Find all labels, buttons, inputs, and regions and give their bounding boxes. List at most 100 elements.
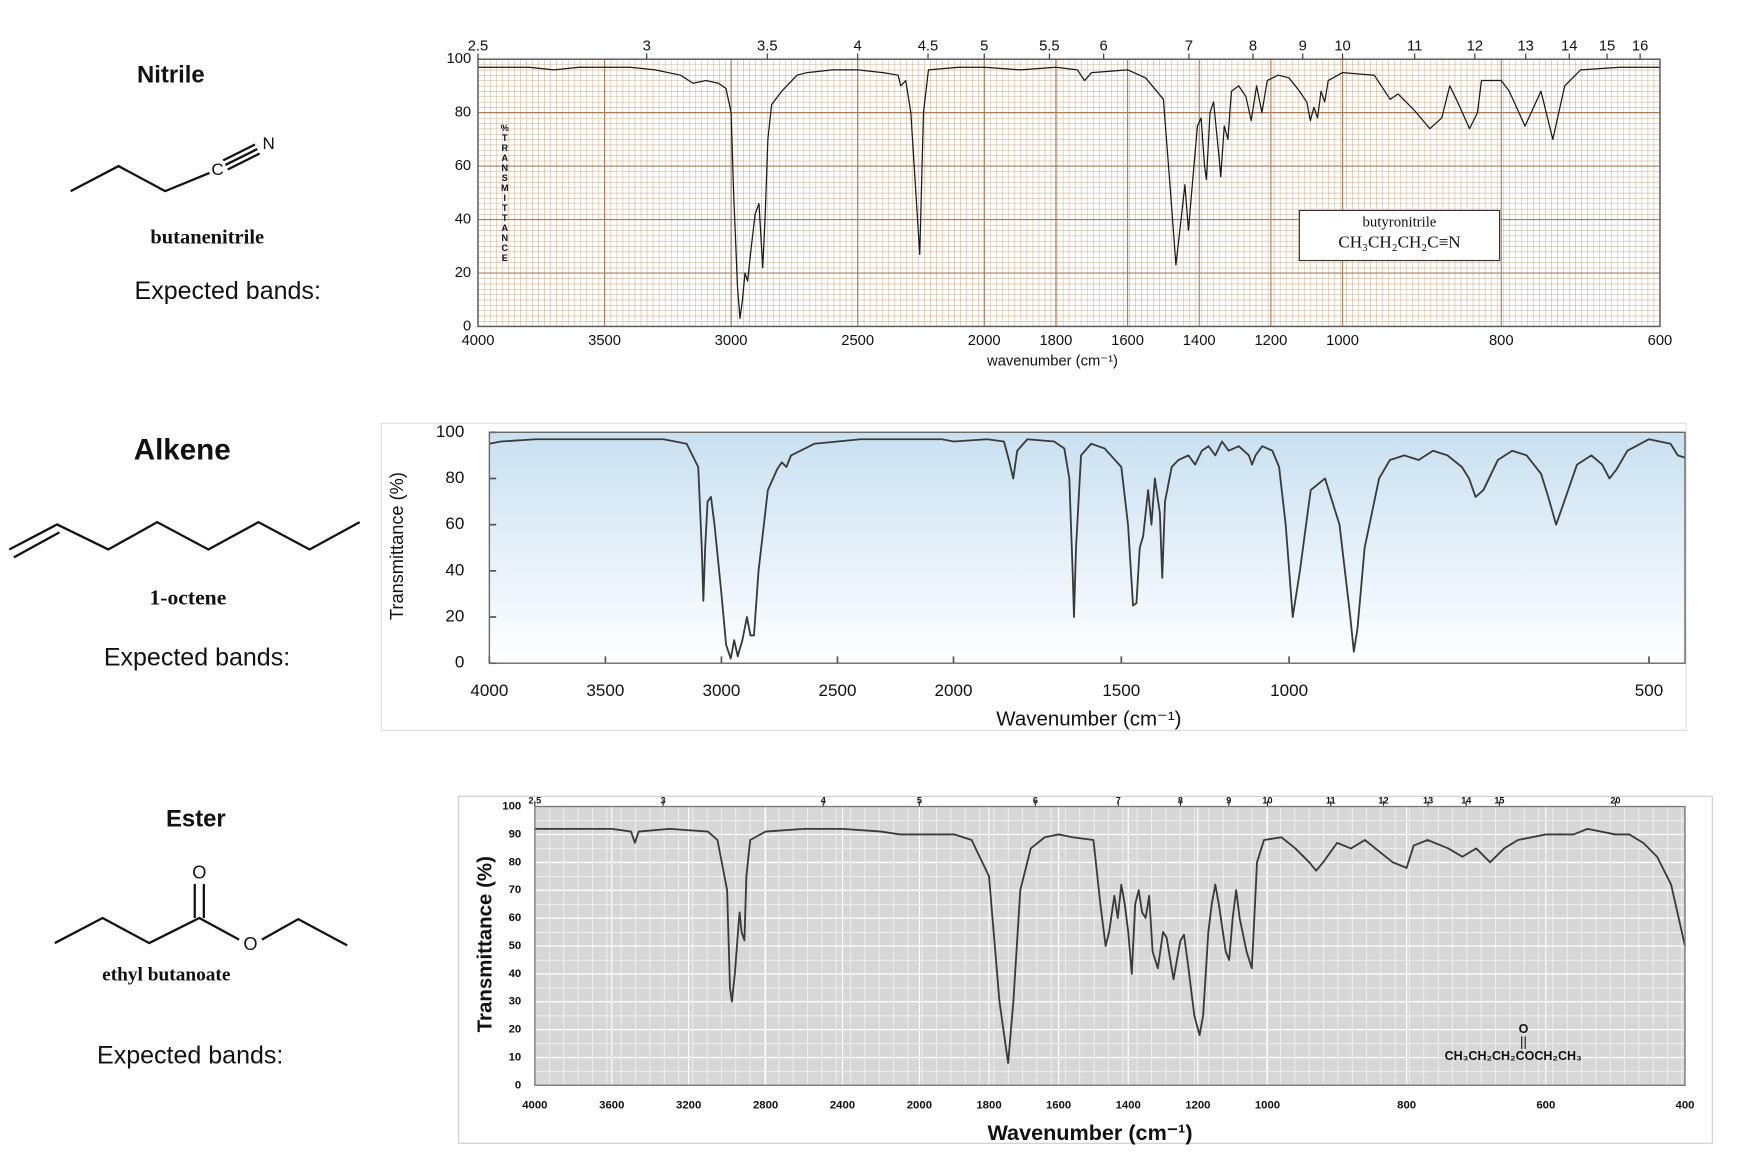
spectrum-line xyxy=(477,66,1660,320)
x-tick-label: 2000 xyxy=(907,1100,932,1112)
x-tick-label: 1000 xyxy=(1270,681,1308,700)
atom-label: O xyxy=(243,934,257,954)
x2-tick-label: 8 xyxy=(1249,39,1257,55)
x-tick-label: 1000 xyxy=(1255,1100,1280,1112)
x2-tick-label: 3 xyxy=(661,795,666,805)
x2-tick-label: 7 xyxy=(1185,39,1193,55)
x2-tick-label: 15 xyxy=(1494,795,1504,805)
bond xyxy=(70,164,210,193)
x-tick-label: 800 xyxy=(1397,1100,1416,1112)
triple-bond xyxy=(222,143,261,171)
plot-grid-pattern xyxy=(477,59,1660,327)
compound-name: butanenitrile xyxy=(150,227,264,249)
annotation: CH₃CH₂CH₂COCH₂CH₃ xyxy=(1445,1049,1582,1063)
x-tick-label: 3000 xyxy=(715,333,748,349)
x2-tick-label: 10 xyxy=(1334,39,1350,55)
y-axis-label: Transmittance (%) xyxy=(387,472,407,620)
prompt: Expected bands: xyxy=(104,643,290,671)
annotation: CH₃CH₂CH₂C≡N xyxy=(1338,232,1460,251)
x-tick-label: 4000 xyxy=(470,681,508,700)
x-tick-label: 1800 xyxy=(976,1100,1001,1112)
x-axis-label: Wavenumber (cm⁻¹) xyxy=(996,708,1181,731)
atom-label: C xyxy=(211,160,223,179)
x2-tick-label: 4 xyxy=(821,795,827,805)
x2-tick-label: 2.5 xyxy=(529,795,542,805)
x-tick-label: 3200 xyxy=(676,1100,701,1112)
x-tick-label: 1400 xyxy=(1183,333,1216,349)
x2-tick-label: 9 xyxy=(1226,795,1231,805)
y-tick-label: 20 xyxy=(445,607,464,626)
x2-tick-label: 3 xyxy=(643,39,651,55)
y-tick-label: 30 xyxy=(509,996,522,1008)
x-tick-label: 2000 xyxy=(935,681,973,700)
x-tick-label: 600 xyxy=(1536,1100,1555,1112)
section-heading: Alkene xyxy=(134,433,231,466)
x2-tick-label: 5 xyxy=(980,39,988,55)
x2-tick-label: 5.5 xyxy=(1039,39,1060,55)
plot-border xyxy=(477,58,1661,328)
x-tick-label: 2500 xyxy=(841,333,874,349)
x-tick-label: 2500 xyxy=(819,681,857,700)
x2-tick-label: 11 xyxy=(1407,39,1422,55)
x2-tick-label: 11 xyxy=(1326,795,1336,805)
bond xyxy=(261,917,348,947)
y-tick-label: 60 xyxy=(509,912,522,924)
x2-tick-label: 2.5 xyxy=(468,39,489,55)
x-tick-label: 1200 xyxy=(1254,333,1287,349)
y-tick-label: 50 xyxy=(509,940,522,952)
prompt: Expected bands: xyxy=(135,277,321,305)
x2-tick-label: 13 xyxy=(1517,39,1533,55)
x-axis-label: wavenumber (cm⁻¹) xyxy=(986,354,1118,370)
y-tick-label: 40 xyxy=(445,560,464,579)
x2-tick-label: 8 xyxy=(1178,795,1183,805)
x2-tick-label: 12 xyxy=(1378,795,1388,805)
x2-tick-label: 6 xyxy=(1100,39,1108,55)
x-tick-label: 1000 xyxy=(1326,333,1359,349)
x2-tick-label: 3.5 xyxy=(757,39,778,55)
x-tick-label: 4000 xyxy=(462,333,495,349)
bond xyxy=(8,520,361,551)
spectrum-line xyxy=(534,827,1686,1064)
y-tick-label: 20 xyxy=(509,1024,522,1036)
x-tick-label: 4000 xyxy=(522,1100,547,1112)
x-tick-label: 3500 xyxy=(588,333,621,349)
x-tick-label: 1800 xyxy=(1039,333,1072,349)
x2-tick-label: 14 xyxy=(1461,795,1472,805)
plot-background xyxy=(489,432,1685,664)
y-tick-label: 40 xyxy=(455,211,471,227)
y-tick-label: 80 xyxy=(509,856,522,868)
y-tick-label: 0 xyxy=(515,1079,521,1091)
plot-border xyxy=(488,431,1686,664)
x2-tick-label: 10 xyxy=(1262,795,1272,805)
x-axis-label: Wavenumber (cm⁻¹) xyxy=(987,1120,1192,1145)
atom-label: O xyxy=(192,862,206,882)
y-tick-label: 40 xyxy=(509,968,522,980)
y-tick-label: 70 xyxy=(509,884,522,896)
x-tick-label: 500 xyxy=(1635,681,1663,700)
compound-name: ethyl butanoate xyxy=(102,964,231,985)
x2-tick-label: 5 xyxy=(917,795,922,805)
y-tick-label: 0 xyxy=(455,653,464,672)
y-tick-label: 20 xyxy=(455,265,471,281)
y-tick-label: 100 xyxy=(436,422,464,441)
y-axis-label: %TRANSMITTANCE xyxy=(500,123,510,263)
x-tick-label: 1600 xyxy=(1111,333,1144,349)
section-heading: Ester xyxy=(166,806,226,833)
x2-tick-label: 16 xyxy=(1632,39,1648,55)
y-tick-label: 10 xyxy=(509,1051,522,1063)
section-heading: Nitrile xyxy=(137,62,205,89)
double-bond xyxy=(13,531,60,559)
x-tick-label: 3500 xyxy=(586,681,624,700)
compound-name: 1-octene xyxy=(150,585,227,609)
y-tick-label: 80 xyxy=(445,468,464,487)
x2-tick-label: 6 xyxy=(1033,795,1038,805)
x-tick-label: 2000 xyxy=(968,333,1001,349)
x-tick-label: 1400 xyxy=(1116,1100,1141,1112)
y-tick-label: 100 xyxy=(447,51,472,67)
x2-tick-label: 9 xyxy=(1299,39,1307,55)
y-tick-label: 90 xyxy=(509,828,522,840)
x2-tick-label: 4 xyxy=(854,39,862,55)
x-tick-label: 3600 xyxy=(599,1100,624,1112)
